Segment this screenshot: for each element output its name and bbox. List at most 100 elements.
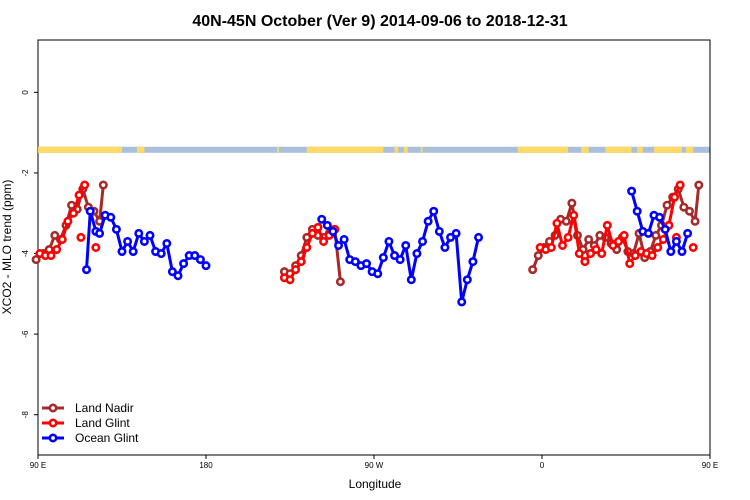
data-point xyxy=(462,275,472,285)
data-point xyxy=(412,249,422,259)
data-point xyxy=(423,216,433,226)
data-point xyxy=(139,236,149,246)
data-point xyxy=(655,212,665,222)
legend-marker xyxy=(48,418,58,428)
y-tick-label: -6 xyxy=(21,330,30,338)
series-land-nadir xyxy=(31,180,704,287)
data-point xyxy=(602,220,612,230)
data-point xyxy=(528,265,538,275)
data-point xyxy=(401,240,411,250)
data-point xyxy=(50,230,60,240)
data-point xyxy=(80,180,90,190)
data-point xyxy=(677,247,687,257)
x-axis: 90 E 180 90 W 0 90 E xyxy=(30,455,718,470)
y-tick-label: -8 xyxy=(21,411,30,419)
data-point xyxy=(683,228,693,238)
data-point xyxy=(574,249,584,259)
series-ocean-glint xyxy=(82,186,693,307)
legend-label: Land Nadir xyxy=(75,401,134,415)
data-point xyxy=(468,257,478,267)
data-point xyxy=(406,275,416,285)
data-point xyxy=(614,236,624,246)
data-point xyxy=(307,228,317,238)
x-axis-label: Longitude xyxy=(349,477,402,491)
legend-item-ocean-glint: Ocean Glint xyxy=(42,431,139,445)
data-point xyxy=(296,257,306,267)
data-point xyxy=(46,251,56,261)
data-point xyxy=(362,259,372,269)
x-tick-label: 90 W xyxy=(365,461,384,470)
data-point xyxy=(662,200,672,210)
legend-label: Ocean Glint xyxy=(75,431,139,445)
data-point xyxy=(57,234,67,244)
data-point xyxy=(52,245,62,255)
land-segment xyxy=(394,146,399,153)
data-point xyxy=(597,249,607,259)
data-point xyxy=(671,236,681,246)
data-point xyxy=(653,243,663,253)
data-point xyxy=(552,218,562,228)
data-point xyxy=(625,259,635,269)
data-point xyxy=(660,224,670,234)
data-point xyxy=(167,267,177,277)
land-segment xyxy=(306,146,384,153)
land-segment xyxy=(581,146,589,153)
y-tick-label: 0 xyxy=(21,90,30,95)
data-point xyxy=(608,240,618,250)
land-segment xyxy=(403,146,408,153)
data-point xyxy=(111,224,121,234)
data-point xyxy=(145,230,155,240)
data-point xyxy=(201,261,211,271)
data-point xyxy=(533,251,543,261)
data-point xyxy=(584,234,594,244)
data-point xyxy=(563,232,573,242)
data-point xyxy=(128,247,138,257)
land-segment xyxy=(637,146,643,153)
data-point xyxy=(285,275,295,285)
data-point xyxy=(350,257,360,267)
series-layer xyxy=(31,180,704,307)
data-point xyxy=(98,180,108,190)
data-point xyxy=(561,216,571,226)
data-point xyxy=(580,257,590,267)
data-point xyxy=(651,230,661,240)
data-point xyxy=(156,249,166,259)
data-point xyxy=(390,251,400,261)
data-point xyxy=(658,234,668,244)
land-segment xyxy=(605,146,632,153)
data-point xyxy=(319,236,329,246)
legend-marker xyxy=(48,433,58,443)
y-axis-label: XCO2 - MLO trend (ppm) xyxy=(0,180,14,315)
data-point xyxy=(123,236,133,246)
data-point xyxy=(684,206,694,216)
land-segment xyxy=(654,146,682,153)
data-point xyxy=(384,236,394,246)
data-point xyxy=(162,238,172,248)
data-point xyxy=(91,243,101,253)
land-segment xyxy=(420,146,423,153)
data-point xyxy=(679,202,689,212)
land-segment xyxy=(276,146,279,153)
data-point xyxy=(567,198,577,208)
land-ocean-bar xyxy=(38,146,710,153)
data-point xyxy=(643,228,653,238)
data-point xyxy=(63,216,73,226)
data-point xyxy=(619,230,629,240)
data-point xyxy=(302,243,312,253)
data-point xyxy=(190,251,200,261)
data-point xyxy=(418,236,428,246)
data-point xyxy=(591,245,601,255)
data-point xyxy=(395,255,405,265)
data-point xyxy=(694,180,704,190)
data-point xyxy=(117,247,127,257)
data-point xyxy=(85,206,95,216)
legend-item-land-glint: Land Glint xyxy=(42,416,130,430)
x-tick-label: 0 xyxy=(540,461,545,470)
data-point xyxy=(317,214,327,224)
data-point xyxy=(291,265,301,275)
data-point xyxy=(558,240,568,250)
x-tick-label: 90 E xyxy=(30,461,46,470)
data-point xyxy=(630,251,640,261)
